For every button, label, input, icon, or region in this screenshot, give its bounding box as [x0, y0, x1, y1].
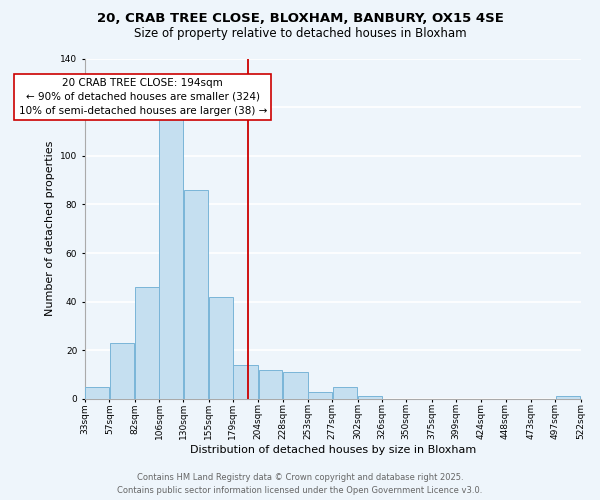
Bar — [283, 372, 308, 399]
Bar — [358, 396, 382, 399]
Bar — [259, 370, 282, 399]
X-axis label: Distribution of detached houses by size in Bloxham: Distribution of detached houses by size … — [190, 445, 476, 455]
Bar — [135, 287, 158, 399]
Bar — [209, 297, 233, 399]
Bar — [184, 190, 208, 399]
Text: Contains HM Land Registry data © Crown copyright and database right 2025.
Contai: Contains HM Land Registry data © Crown c… — [118, 474, 482, 495]
Text: 20 CRAB TREE CLOSE: 194sqm
← 90% of detached houses are smaller (324)
10% of sem: 20 CRAB TREE CLOSE: 194sqm ← 90% of deta… — [19, 78, 267, 116]
Bar — [233, 365, 258, 399]
Bar — [160, 117, 183, 399]
Y-axis label: Number of detached properties: Number of detached properties — [44, 141, 55, 316]
Text: Size of property relative to detached houses in Bloxham: Size of property relative to detached ho… — [134, 28, 466, 40]
Bar — [110, 343, 134, 399]
Bar — [308, 392, 332, 399]
Bar — [332, 386, 357, 399]
Text: 20, CRAB TREE CLOSE, BLOXHAM, BANBURY, OX15 4SE: 20, CRAB TREE CLOSE, BLOXHAM, BANBURY, O… — [97, 12, 503, 26]
Bar — [85, 386, 109, 399]
Bar — [556, 396, 580, 399]
